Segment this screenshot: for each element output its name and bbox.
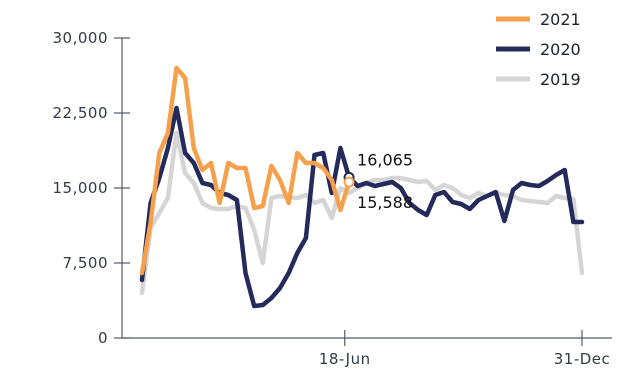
x-ticks: 18-Jun 31-Dec [319,330,610,368]
legend-label: 2019 [540,70,581,89]
legend-label: 2021 [540,10,581,29]
legend: 2021 2020 2019 [496,10,581,89]
annotation-marker [343,176,355,188]
y-tick-label: 15,000 [53,179,109,197]
x-tick-label: 31-Dec [554,350,611,368]
x-tick-label: 18-Jun [319,350,371,368]
y-tick-label: 22,500 [53,104,109,122]
series-lines [139,65,585,309]
y-ticks: 0 7,500 15,000 22,500 30,000 [53,29,130,347]
y-tick-label: 7,500 [63,254,108,272]
y-tick-label: 30,000 [53,29,109,47]
annotation-label: 16,065 [357,150,413,169]
series-line-2021 [139,65,352,276]
y-tick-label: 0 [98,329,108,347]
annotations: 16,065 15,588 [343,150,413,212]
legend-label: 2020 [540,40,581,59]
annotation-label: 15,588 [357,193,413,212]
